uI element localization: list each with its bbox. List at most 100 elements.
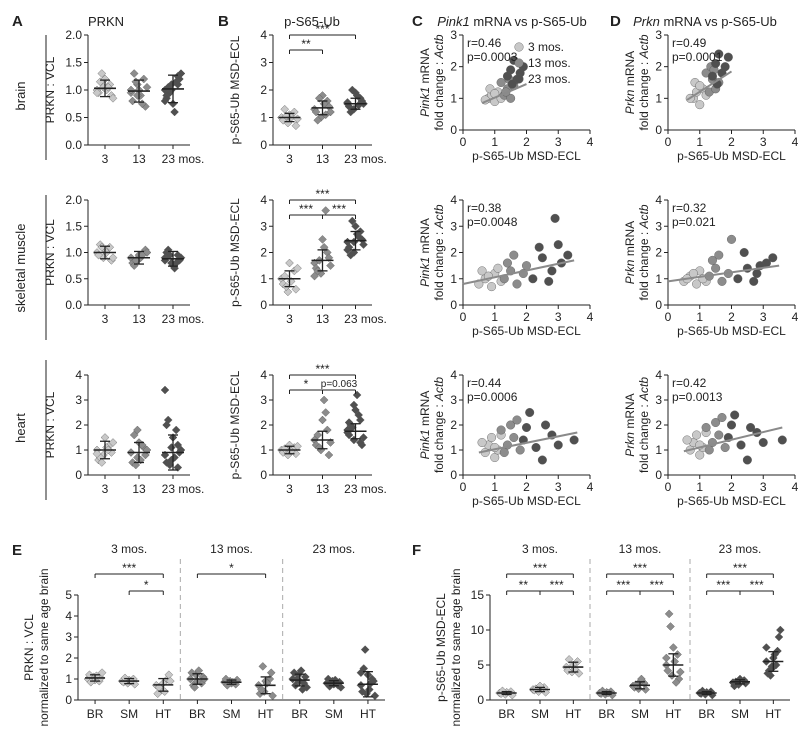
C-brain-y-tick-label: 0: [450, 123, 457, 137]
D-heart-y-tick-label: 0: [655, 468, 662, 482]
C-brain-y-axis-label-2: fold change : Actb: [432, 34, 446, 130]
legend-marker-0: [514, 42, 524, 52]
D-heart-point: [704, 445, 714, 455]
D-heart-point: [720, 443, 730, 453]
C-skeletal-y-tick-label: 0: [450, 298, 457, 312]
B-brain-point: [315, 93, 324, 103]
A-brain-point: [108, 93, 118, 103]
D-heart-point: [711, 418, 721, 428]
B-brain-point: [291, 121, 301, 131]
C-skeletal-point: [553, 240, 563, 250]
C-heart-x-tick-label: 0: [460, 480, 467, 494]
C-brain-stat-p: p=0.0003: [467, 50, 518, 64]
F-y-axis-label: p-S65-Ub MSD-ECL: [434, 593, 448, 702]
E-y-tick-label: 5: [65, 588, 72, 602]
C-skeletal-y-axis-label-2-part: fold change :: [432, 228, 446, 300]
D-heart-point: [714, 430, 724, 440]
E-x-tick-label: BR: [87, 707, 104, 721]
B-brain-y-tick-label: 3: [260, 56, 267, 70]
E-group-label: 23 mos.: [312, 542, 355, 556]
A-heart-point: [100, 433, 110, 442]
D-heart-x-tick-label: 0: [665, 480, 672, 494]
panel-letter-a: A: [12, 13, 23, 30]
B-skeletal-sig-label: ***: [315, 187, 329, 201]
C-skeletal-x-axis-label: p-S65-Ub MSD-ECL: [472, 324, 581, 338]
C-skeletal-point: [493, 263, 503, 273]
B-brain-point: [348, 85, 357, 95]
D-heart-y-tick-label: 4: [655, 368, 662, 382]
B-heart-point: [319, 395, 329, 405]
B-skeletal-x-tick-label: 23 mos.: [344, 312, 387, 326]
C-brain-y-axis-label-2-part: fold change :: [432, 58, 446, 130]
F-point: [766, 671, 775, 680]
F-point: [664, 609, 674, 619]
F-x-tick-label: HT: [565, 707, 582, 721]
D-skeletal-stat-r: r=0.32: [672, 201, 707, 215]
A-heart-x-tick-label: 13: [132, 482, 146, 496]
D-skeletal-point: [749, 276, 759, 286]
E-x-tick-label: HT: [360, 707, 377, 721]
F-x-tick-label: HT: [765, 707, 782, 721]
C-heart-fit-line: [478, 431, 578, 454]
D-heart-x-tick-label: 4: [792, 480, 799, 494]
A-heart-point: [97, 458, 107, 467]
B-heart-sig-label: ***: [315, 362, 329, 376]
C-heart-point: [506, 420, 516, 430]
D-skeletal-x-tick-label: 0: [665, 310, 672, 324]
E-y-tick-label: 0: [65, 693, 72, 707]
F-y-tick-label: 5: [477, 658, 484, 672]
F-point: [774, 632, 784, 642]
B-heart-point: [352, 390, 362, 400]
C-brain-x-axis-label: p-S65-Ub MSD-ECL: [472, 149, 581, 163]
D-skeletal-y-axis-label-2: fold change : Actb: [637, 204, 651, 300]
D-skeletal-y-tick-label: 1: [655, 272, 662, 286]
F-point: [666, 622, 675, 631]
B-heart-point: [313, 430, 322, 440]
legend-label-2: 23 mos.: [528, 72, 571, 86]
E-point: [356, 681, 366, 690]
C-heart-y-axis-label-part: mRNA: [418, 391, 432, 430]
B-heart-point: [324, 450, 334, 460]
D-skeletal-x-tick-label: 2: [728, 310, 735, 324]
C-skeletal-point: [477, 266, 487, 276]
C-heart-y-axis-label: Pink1 mRNA: [418, 391, 432, 460]
A-heart-y-tick-label: 0: [75, 468, 82, 482]
D-skeletal-x-tick-label: 1: [696, 310, 703, 324]
D-heart-stat-r: r=0.42: [672, 376, 707, 390]
C-heart-point: [477, 438, 487, 448]
A-heart-y-tick-label: 4: [75, 368, 82, 382]
B-skeletal-point: [318, 235, 327, 244]
E-point: [268, 691, 277, 701]
C-heart-point: [512, 415, 522, 425]
A-brain-x-tick-label: 3: [102, 152, 109, 166]
D-heart-point: [736, 440, 746, 450]
B-heart-point: [356, 438, 365, 447]
A-brain-y-tick-label: 0.5: [65, 111, 82, 125]
C-brain-point: [507, 79, 517, 89]
C-heart-y-axis-label-2-part: Actb: [432, 377, 446, 402]
C-heart-y-axis-label-part: Pink1: [418, 429, 432, 459]
E-point: [298, 685, 307, 694]
B-skeletal-y-tick-label: 3: [260, 219, 267, 233]
D-skeletal-point: [717, 276, 727, 286]
C-brain-y-axis-label-part: Pink1: [418, 87, 432, 117]
B-skeletal-sig-label: ***: [332, 202, 346, 216]
C-heart-stat-p: p=0.0006: [467, 390, 518, 404]
C-heart-point: [487, 433, 497, 443]
C-heart-x-tick-label: 4: [587, 480, 594, 494]
A-brain-point: [128, 96, 137, 106]
E-x-tick-label: SM: [120, 707, 138, 721]
D-brain-point: [707, 71, 717, 81]
B-brain-x-tick-label: 23 mos.: [344, 152, 387, 166]
E-y-axis-label-2: normalized to same age brain: [37, 568, 51, 726]
E-point: [194, 666, 204, 675]
B-skeletal-x-tick-label: 13: [316, 312, 330, 326]
C-heart-y-tick-label: 3: [450, 393, 457, 407]
C-heart-x-axis-label: p-S65-Ub MSD-ECL: [472, 494, 581, 508]
F-sig-label: ***: [750, 578, 764, 592]
A-heart-point: [108, 438, 118, 447]
B-brain-y-tick-label: 0: [260, 138, 267, 152]
F-point: [669, 643, 678, 652]
F-x-tick-label: SM: [631, 707, 649, 721]
A-brain-point: [176, 69, 186, 78]
